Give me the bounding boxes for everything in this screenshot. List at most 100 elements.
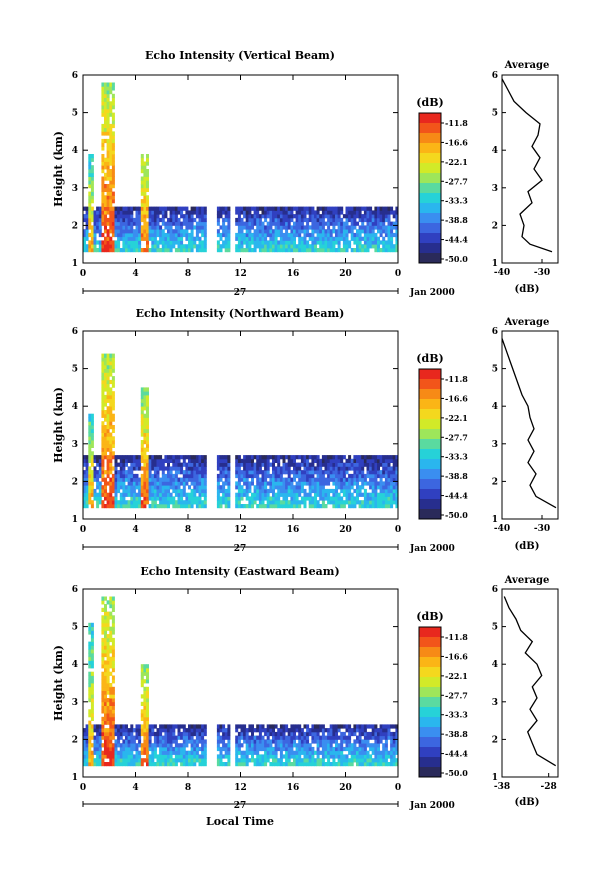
heat-cell (395, 206, 399, 211)
heat-cell (237, 221, 241, 226)
heat-cell (384, 728, 388, 733)
heat-cell (266, 458, 270, 463)
heat-cell (117, 739, 121, 744)
heat-cell (101, 413, 105, 418)
heat-cell (132, 485, 136, 490)
heat-cell (119, 492, 123, 497)
heat-cell (114, 728, 118, 733)
heat-cell (295, 746, 299, 752)
heat-cell (300, 455, 304, 460)
heat-cell (314, 477, 317, 482)
heat-cell (156, 248, 160, 253)
heat-cell (224, 735, 228, 740)
heat-cell (329, 210, 333, 215)
heat-cell (88, 210, 92, 215)
heat-cell (287, 739, 291, 744)
heat-cell (104, 353, 107, 358)
heat-cell (332, 210, 336, 215)
heat-cell (104, 649, 107, 654)
heat-cell (177, 492, 181, 497)
heat-cell (324, 206, 328, 211)
heat-cell (90, 652, 94, 658)
heat-cell (356, 477, 359, 482)
heat-cell (293, 496, 296, 501)
heat-cell (269, 754, 273, 759)
heat-cell (188, 232, 191, 238)
heat-cell (140, 447, 144, 452)
heat-cell (153, 455, 157, 460)
heat-cell (190, 217, 194, 223)
colorbar-label: -38.8 (445, 215, 468, 225)
heat-cell (146, 436, 149, 441)
heat-cell (340, 455, 344, 460)
heat-cell (101, 191, 105, 196)
heat-cell (111, 686, 115, 691)
heat-cell (90, 225, 94, 230)
heat-cell (256, 762, 260, 767)
heat-cell (345, 229, 349, 234)
heat-cell (340, 746, 344, 752)
heat-cell (245, 214, 249, 219)
average-profile-line (503, 596, 557, 767)
heat-cell (311, 240, 315, 245)
heat-cell (266, 481, 270, 486)
heat-cell (353, 750, 357, 755)
heat-cell (332, 466, 336, 471)
heat-cell (340, 458, 344, 463)
heat-cell (274, 746, 278, 752)
heat-cell (379, 739, 383, 744)
heat-cell (111, 668, 115, 673)
heat-cell (335, 739, 338, 744)
heat-cell (172, 504, 176, 509)
heat-cell (340, 466, 344, 471)
heat-cell (345, 488, 349, 494)
heat-cell (143, 698, 147, 703)
heat-cell (109, 142, 113, 147)
heat-cell (358, 504, 362, 509)
heat-cell (167, 504, 170, 509)
heat-cell (148, 735, 152, 740)
heat-cell (83, 240, 86, 245)
heat-cell (148, 731, 152, 737)
heat-cell (140, 236, 144, 241)
heat-cell (143, 686, 147, 691)
heat-cell (164, 492, 168, 497)
colorbar-swatch (419, 133, 441, 144)
heat-cell (195, 758, 199, 763)
heat-cell (88, 622, 92, 627)
heat-cell (140, 466, 144, 471)
heat-cell (321, 500, 325, 505)
heat-cell (198, 485, 202, 490)
heat-cell (279, 504, 283, 509)
heat-cell (290, 229, 294, 234)
heat-cell (101, 462, 105, 467)
heat-cell (300, 229, 304, 234)
heat-cell (122, 739, 126, 744)
heat-cell (132, 488, 136, 494)
colorbar-unit: (dB) (416, 610, 443, 623)
heat-cell (222, 728, 226, 733)
heat-cell (96, 743, 100, 748)
heat-cell (235, 496, 239, 501)
heat-cell (374, 470, 378, 475)
heat-cell (337, 735, 341, 740)
heat-cell (114, 739, 118, 744)
heat-cell (251, 232, 254, 238)
heat-cell (90, 671, 94, 676)
heat-cell (188, 458, 191, 463)
heat-cell (248, 739, 252, 744)
heat-cell (264, 728, 268, 733)
colorbar-swatch (419, 173, 441, 184)
heat-cell (335, 754, 338, 759)
heat-cell (340, 225, 344, 230)
heat-cell (342, 488, 346, 494)
heat-cell (109, 413, 113, 418)
heat-cell (104, 492, 107, 497)
heat-cell (243, 458, 247, 463)
heat-cell (198, 488, 202, 494)
heat-cell (156, 217, 160, 223)
heat-cell (104, 679, 107, 684)
heat-cell (266, 214, 270, 219)
heat-cell (295, 762, 299, 767)
heat-cell (146, 210, 149, 215)
